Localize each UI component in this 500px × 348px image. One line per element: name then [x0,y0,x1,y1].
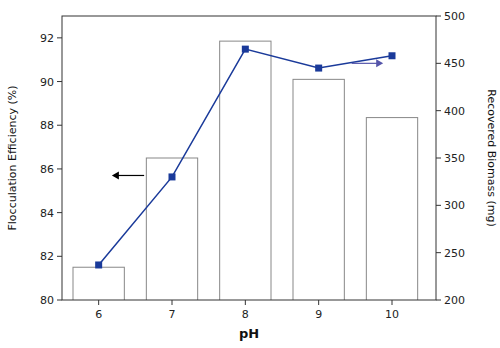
bar [366,118,417,300]
x-tick [172,300,173,305]
y2-tick [436,63,441,64]
y2-tick-label: 450 [444,57,465,70]
y2-axis-label: Recovered Biomass (mg) [485,89,498,227]
x-tick-label: 9 [315,308,322,321]
y-tick [57,212,62,213]
y2-tick [436,205,441,206]
marker [95,261,102,268]
plot-frame [62,16,436,300]
marker [169,173,176,180]
y-tick [57,256,62,257]
marks [73,41,418,300]
y-tick-label: 90 [40,76,54,89]
y2-tick [436,110,441,111]
y-tick-label: 92 [40,32,54,45]
y2-tick-label: 400 [444,105,465,118]
x-tick [392,300,393,305]
marker [242,46,249,53]
y-tick-label: 82 [40,250,54,263]
arrow-head [112,171,119,179]
arrow-head [376,59,383,67]
bar [146,158,197,300]
y2-tick [436,300,441,301]
x-axis-label: pH [239,326,259,341]
y-tick [57,300,62,301]
marker [389,52,396,59]
arrow [352,59,384,67]
y-axis-label: Flocculation Efficiency (%) [6,85,19,230]
y2-tick-label: 500 [444,10,465,23]
y-tick-label: 86 [40,163,54,176]
marker [315,65,322,72]
y2-tick [436,158,441,159]
y2-tick-label: 350 [444,152,465,165]
line [99,49,392,265]
x-tick-label: 6 [95,308,102,321]
y-tick-label: 84 [40,207,54,220]
arrow [112,171,144,179]
x-tick-label: 8 [242,308,249,321]
y2-tick-label: 200 [444,294,465,307]
y2-tick [436,16,441,17]
y-tick-label: 80 [40,294,54,307]
y2-tick-label: 300 [444,199,465,212]
x-tick-label: 7 [169,308,176,321]
y2-tick [436,252,441,253]
y-tick [57,81,62,82]
bar [293,79,344,300]
x-tick [245,300,246,305]
y2-tick-label: 250 [444,247,465,260]
y-tick [57,168,62,169]
y-tick-label: 88 [40,119,54,132]
chart: 6 7 8 9 10 80 82 84 86 88 90 92 200 250 300 350 400 450 50… [0,0,500,348]
y-tick [57,125,62,126]
x-tick-label: 10 [385,308,399,321]
x-tick [318,300,319,305]
bar [73,267,124,300]
y-tick [57,37,62,38]
x-tick [98,300,99,305]
